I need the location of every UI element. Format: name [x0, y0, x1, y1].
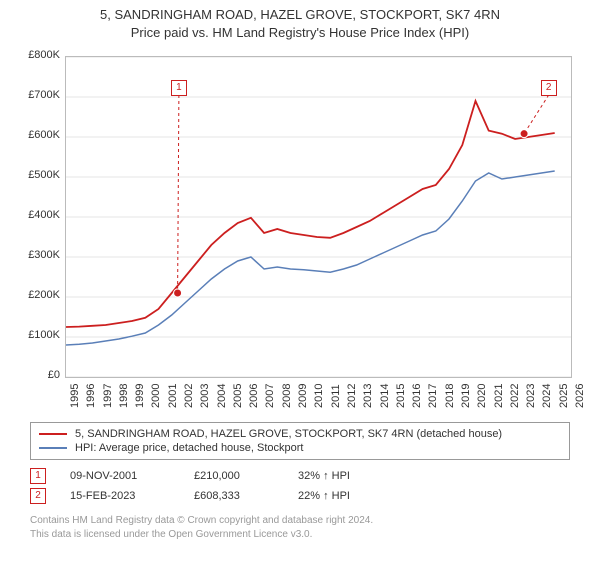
- plot-svg: [66, 57, 571, 377]
- x-axis-label: 2004: [216, 384, 228, 408]
- x-axis-label: 2002: [183, 384, 195, 408]
- x-axis-label: 2012: [346, 384, 358, 408]
- x-axis-label: 1998: [118, 384, 130, 408]
- x-axis-label: 1995: [69, 384, 81, 408]
- x-axis-label: 2020: [476, 384, 488, 408]
- legend-swatch: [39, 433, 67, 435]
- x-axis-label: 2014: [379, 384, 391, 408]
- datapoint-hpi: 22% ↑ HPI: [298, 490, 378, 502]
- x-axis-label: 2017: [427, 384, 439, 408]
- x-axis-label: 2018: [444, 384, 456, 408]
- chart-marker-label: 1: [171, 80, 187, 96]
- datapoint-date: 15-FEB-2023: [70, 490, 170, 502]
- x-axis-label: 2021: [493, 384, 505, 408]
- x-axis-label: 2008: [281, 384, 293, 408]
- x-axis-label: 2001: [167, 384, 179, 408]
- legend-row: 5, SANDRINGHAM ROAD, HAZEL GROVE, STOCKP…: [39, 427, 561, 441]
- datapoint-price: £210,000: [194, 470, 274, 482]
- footer-attribution: Contains HM Land Registry data © Crown c…: [30, 514, 570, 542]
- y-axis-label: £800K: [20, 49, 60, 61]
- x-axis-label: 2016: [411, 384, 423, 408]
- x-axis-label: 2022: [509, 384, 521, 408]
- x-axis-label: 2025: [558, 384, 570, 408]
- y-axis-label: £500K: [20, 169, 60, 181]
- x-axis-label: 2003: [199, 384, 211, 408]
- legend-box: 5, SANDRINGHAM ROAD, HAZEL GROVE, STOCKP…: [30, 422, 570, 460]
- y-axis-label: £200K: [20, 289, 60, 301]
- footer-line-1: Contains HM Land Registry data © Crown c…: [30, 514, 570, 528]
- chart-marker-label: 2: [541, 80, 557, 96]
- footer-line-2: This data is licensed under the Open Gov…: [30, 528, 570, 542]
- x-axis-label: 2019: [460, 384, 472, 408]
- datapoint-row: 2 15-FEB-2023 £608,333 22% ↑ HPI: [30, 486, 570, 506]
- x-axis-label: 2015: [395, 384, 407, 408]
- datapoint-date: 09-NOV-2001: [70, 470, 170, 482]
- legend-label: 5, SANDRINGHAM ROAD, HAZEL GROVE, STOCKP…: [75, 428, 502, 440]
- x-axis-label: 2006: [248, 384, 260, 408]
- y-axis-label: £0: [20, 369, 60, 381]
- y-axis-label: £300K: [20, 249, 60, 261]
- datapoint-marker: 2: [30, 488, 46, 504]
- chart-area: £0 £100K £200K £300K £400K £500K £600K £700K £80…: [20, 46, 580, 416]
- legend-row: HPI: Average price, detached house, Stoc…: [39, 441, 561, 455]
- x-axis-label: 2013: [362, 384, 374, 408]
- x-axis-label: 1997: [102, 384, 114, 408]
- datapoint-price: £608,333: [194, 490, 274, 502]
- x-axis-label: 1999: [134, 384, 146, 408]
- datapoint-marker: 1: [30, 468, 46, 484]
- legend-swatch: [39, 447, 67, 449]
- legend-label: HPI: Average price, detached house, Stoc…: [75, 442, 304, 454]
- x-axis-label: 2026: [574, 384, 586, 408]
- x-axis-label: 1996: [85, 384, 97, 408]
- x-axis-label: 2023: [525, 384, 537, 408]
- title-line-1: 5, SANDRINGHAM ROAD, HAZEL GROVE, STOCKP…: [0, 6, 600, 24]
- datapoint-row: 1 09-NOV-2001 £210,000 32% ↑ HPI: [30, 466, 570, 486]
- chart-title: 5, SANDRINGHAM ROAD, HAZEL GROVE, STOCKP…: [0, 6, 600, 42]
- x-axis-label: 2024: [541, 384, 553, 408]
- datapoints-table: 1 09-NOV-2001 £210,000 32% ↑ HPI 2 15-FEB-202…: [30, 466, 570, 506]
- y-axis-label: £700K: [20, 89, 60, 101]
- x-axis-label: 2011: [330, 385, 342, 409]
- title-line-2: Price paid vs. HM Land Registry's House …: [0, 24, 600, 42]
- y-axis-label: £600K: [20, 129, 60, 141]
- x-axis-label: 2005: [232, 384, 244, 408]
- x-axis-label: 2007: [264, 384, 276, 408]
- datapoint-hpi: 32% ↑ HPI: [298, 470, 378, 482]
- plot-area: [65, 56, 572, 378]
- y-axis-label: £100K: [20, 329, 60, 341]
- x-axis-label: 2010: [313, 384, 325, 408]
- x-axis-label: 2009: [297, 384, 309, 408]
- x-axis-label: 2000: [150, 384, 162, 408]
- y-axis-label: £400K: [20, 209, 60, 221]
